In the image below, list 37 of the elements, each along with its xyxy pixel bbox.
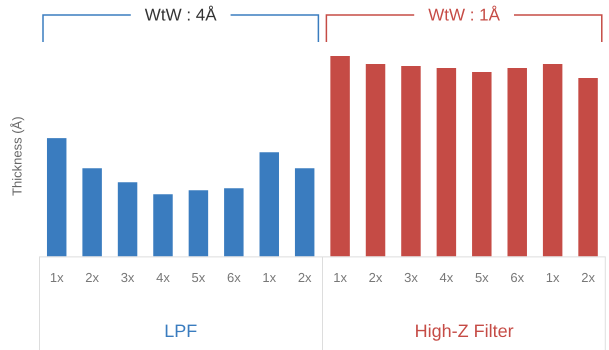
- bar: [542, 64, 562, 256]
- x-tick-label: 3x: [120, 270, 135, 285]
- x-tick-label: 2x: [368, 270, 383, 285]
- x-tick-label: 1x: [546, 270, 560, 285]
- text: LPF: [164, 320, 198, 341]
- bar: [578, 78, 598, 256]
- text: WtW : 1Å: [428, 6, 501, 25]
- bar: [472, 72, 492, 256]
- x-tick-label: 3x: [404, 270, 418, 285]
- x-tick-label: 1x: [333, 270, 348, 285]
- bar: [46, 138, 66, 256]
- x-tick-label: 2x: [581, 270, 596, 285]
- x-tick-label: 5x: [192, 270, 206, 285]
- bar: [188, 190, 208, 256]
- bar: [82, 168, 102, 256]
- bar: [153, 194, 173, 256]
- y-axis-title: Thickness (Å): [10, 116, 25, 196]
- bar: [224, 188, 244, 256]
- bar: [294, 168, 314, 256]
- x-tick-label: 1x: [262, 270, 277, 285]
- bar: [118, 182, 138, 256]
- bar: [330, 56, 350, 256]
- bar: [401, 66, 421, 256]
- bar: [507, 68, 527, 256]
- x-tick-label: 1x: [50, 270, 64, 285]
- x-tick-label: 4x: [440, 270, 454, 285]
- x-tick-label: 5x: [474, 270, 490, 285]
- x-tick-label: 2x: [85, 270, 100, 285]
- x-tick-label: 6x: [226, 270, 242, 285]
- bar: [436, 68, 456, 256]
- x-tick-label: 2x: [298, 270, 312, 285]
- x-tick-label: 6x: [510, 270, 525, 285]
- bar: [260, 152, 279, 256]
- text: High-Z Filter: [414, 320, 514, 341]
- bar: [366, 64, 386, 256]
- x-tick-label: 4x: [156, 270, 170, 285]
- text: WtW : 4Å: [144, 6, 218, 25]
